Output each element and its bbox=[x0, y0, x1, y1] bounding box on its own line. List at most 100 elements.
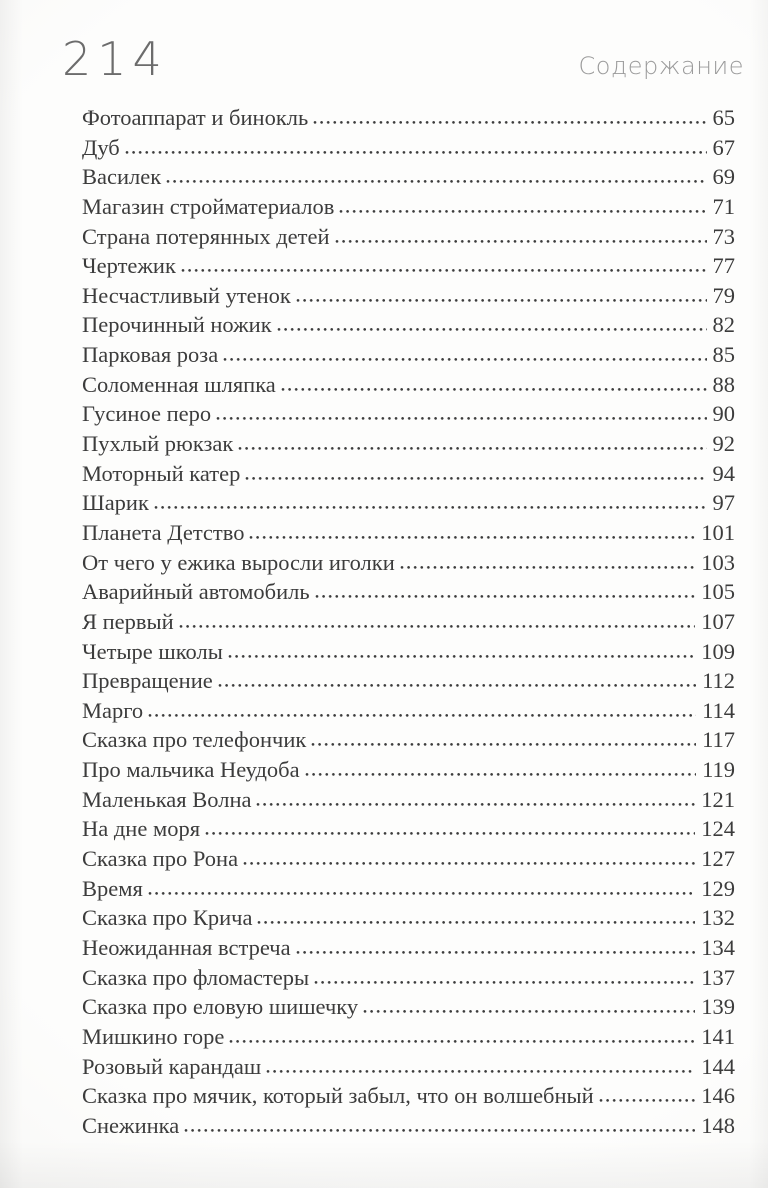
toc-entry-title: Снежинка bbox=[82, 1112, 180, 1138]
dot-leader bbox=[304, 772, 697, 778]
toc-entry-page: 139 bbox=[701, 994, 735, 1020]
toc-list: Фотоаппарат и бинокль 65 Дуб 67 Василек 69 Маг… bbox=[82, 103, 735, 1140]
toc-entry-title: Маленькая Волна bbox=[82, 786, 252, 812]
toc-row: Я первый 107 bbox=[82, 607, 735, 637]
running-header-title: Содержание bbox=[578, 52, 744, 80]
toc-entry-page: 69 bbox=[712, 164, 736, 190]
toc-row: Сказка про мячик, который забыл, что он … bbox=[82, 1081, 735, 1111]
toc-row: На дне моря 124 bbox=[82, 814, 735, 844]
toc-entry-title: Несчастливый утенок bbox=[82, 282, 291, 308]
toc-entry-page: 132 bbox=[701, 905, 735, 931]
toc-entry-title: Сказка про Рона bbox=[82, 846, 239, 872]
toc-entry-page: 67 bbox=[712, 134, 736, 160]
toc-row: Марго 114 bbox=[82, 696, 735, 726]
toc-row: Дуб 67 bbox=[82, 133, 735, 163]
toc-row: Чертежик 77 bbox=[82, 251, 735, 281]
toc-row: Сказка про телефончик 117 bbox=[82, 725, 735, 755]
toc-entry-title: Розовый карандаш bbox=[82, 1053, 262, 1079]
dot-leader bbox=[280, 386, 707, 392]
toc-entry-page: 101 bbox=[701, 519, 735, 545]
dot-leader bbox=[314, 594, 696, 600]
dot-leader bbox=[363, 1009, 696, 1015]
dot-leader bbox=[257, 920, 696, 926]
toc-row: Маленькая Волна 121 bbox=[82, 785, 735, 815]
dot-leader bbox=[313, 120, 707, 125]
toc-entry-page: 112 bbox=[702, 668, 735, 694]
dot-leader bbox=[148, 712, 697, 718]
toc-row: Страна потерянных детей 73 bbox=[82, 222, 735, 252]
dot-leader bbox=[311, 742, 697, 748]
toc-entry-title: Василек bbox=[82, 164, 162, 190]
toc-entry-page: 137 bbox=[701, 964, 735, 990]
dot-leader bbox=[238, 446, 707, 452]
toc-row: Шарик 97 bbox=[82, 488, 735, 518]
dot-leader bbox=[249, 534, 696, 540]
toc-row: Гусиное перо 90 bbox=[82, 399, 735, 429]
dot-leader bbox=[598, 1098, 696, 1104]
toc-row: Сказка про фломастеры 137 bbox=[82, 963, 735, 993]
toc-entry-page: 103 bbox=[701, 549, 735, 575]
toc-entry-page: 94 bbox=[712, 460, 736, 486]
toc-entry-title: Моторный катер bbox=[82, 460, 241, 486]
dot-leader bbox=[229, 1038, 696, 1044]
toc-entry-page: 129 bbox=[701, 875, 735, 901]
toc-entry-title: На дне моря bbox=[82, 816, 201, 842]
toc-entry-page: 97 bbox=[712, 490, 736, 516]
toc-row: Пухлый рюкзак 92 bbox=[82, 429, 735, 459]
toc-entry-page: 134 bbox=[701, 934, 735, 960]
toc-entry-title: Пухлый рюкзак bbox=[82, 431, 234, 457]
toc-row: Снежинка 148 bbox=[82, 1111, 735, 1141]
toc-row: Моторный катер 94 bbox=[82, 459, 735, 489]
toc-entry-page: 92 bbox=[712, 431, 736, 457]
toc-entry-title: Страна потерянных детей bbox=[82, 223, 330, 249]
dot-leader bbox=[166, 179, 707, 185]
dot-leader bbox=[314, 979, 696, 985]
dot-leader bbox=[124, 149, 707, 155]
toc-entry-title: Планета Детство bbox=[82, 519, 245, 545]
dot-leader bbox=[178, 623, 696, 629]
toc-entry-page: 146 bbox=[701, 1083, 735, 1109]
toc-row: Сказка про Рона 127 bbox=[82, 844, 735, 874]
toc-entry-title: От чего у ежика выросли иголки bbox=[82, 549, 395, 575]
toc-row: Превращение 112 bbox=[82, 666, 735, 696]
dot-leader bbox=[266, 1068, 696, 1074]
toc-row: Четыре школы 109 bbox=[82, 637, 735, 667]
toc-row: Неожиданная встреча 134 bbox=[82, 933, 735, 963]
toc-entry-page: 73 bbox=[712, 223, 736, 249]
toc-entry-title: Мишкино горе bbox=[82, 1023, 225, 1049]
toc-entry-title: Фотоаппарат и бинокль bbox=[82, 105, 309, 130]
toc-entry-page: 82 bbox=[712, 312, 736, 338]
toc-entry-title: Магазин стройматериалов bbox=[82, 193, 335, 219]
toc-entry-title: Я первый bbox=[82, 608, 174, 634]
toc-entry-page: 121 bbox=[701, 786, 735, 812]
toc-entry-page: 141 bbox=[701, 1023, 735, 1049]
toc-row: Планета Детство 101 bbox=[82, 518, 735, 548]
toc-entry-page: 127 bbox=[701, 846, 735, 872]
toc-row: Сказка про еловую шишечку 139 bbox=[82, 992, 735, 1022]
toc-entry-page: 105 bbox=[701, 579, 735, 605]
toc-entry-title: Сказка про телефончик bbox=[82, 727, 307, 753]
toc-entry-title: Сказка про фломастеры bbox=[82, 964, 310, 990]
toc-row: Аварийный автомобиль 105 bbox=[82, 577, 735, 607]
toc-entry-title: Перочинный ножик bbox=[82, 312, 272, 338]
dot-leader bbox=[153, 505, 707, 511]
toc-entry-page: 117 bbox=[702, 727, 735, 753]
toc-entry-page: 114 bbox=[702, 697, 735, 723]
toc-row: Парковая роза 85 bbox=[82, 340, 735, 370]
dot-leader bbox=[147, 890, 696, 896]
dot-leader bbox=[295, 949, 696, 955]
toc-entry-title: Марго bbox=[82, 697, 144, 723]
toc-row: Время 129 bbox=[82, 874, 735, 904]
toc-entry-page: 148 bbox=[701, 1112, 735, 1138]
dot-leader bbox=[184, 1127, 696, 1133]
toc-entry-title: Неожиданная встреча bbox=[82, 934, 291, 960]
toc-entry-page: 85 bbox=[712, 342, 736, 368]
dot-leader bbox=[216, 416, 707, 422]
toc-entry-title: Соломенная шляпка bbox=[82, 371, 276, 397]
toc-entry-page: 71 bbox=[712, 193, 736, 219]
toc-entry-title: Шарик bbox=[82, 490, 149, 516]
toc-entry-page: 109 bbox=[701, 638, 735, 664]
dot-leader bbox=[227, 653, 696, 659]
toc-row: Мишкино горе 141 bbox=[82, 1022, 735, 1052]
toc-entry-page: 77 bbox=[712, 253, 736, 279]
